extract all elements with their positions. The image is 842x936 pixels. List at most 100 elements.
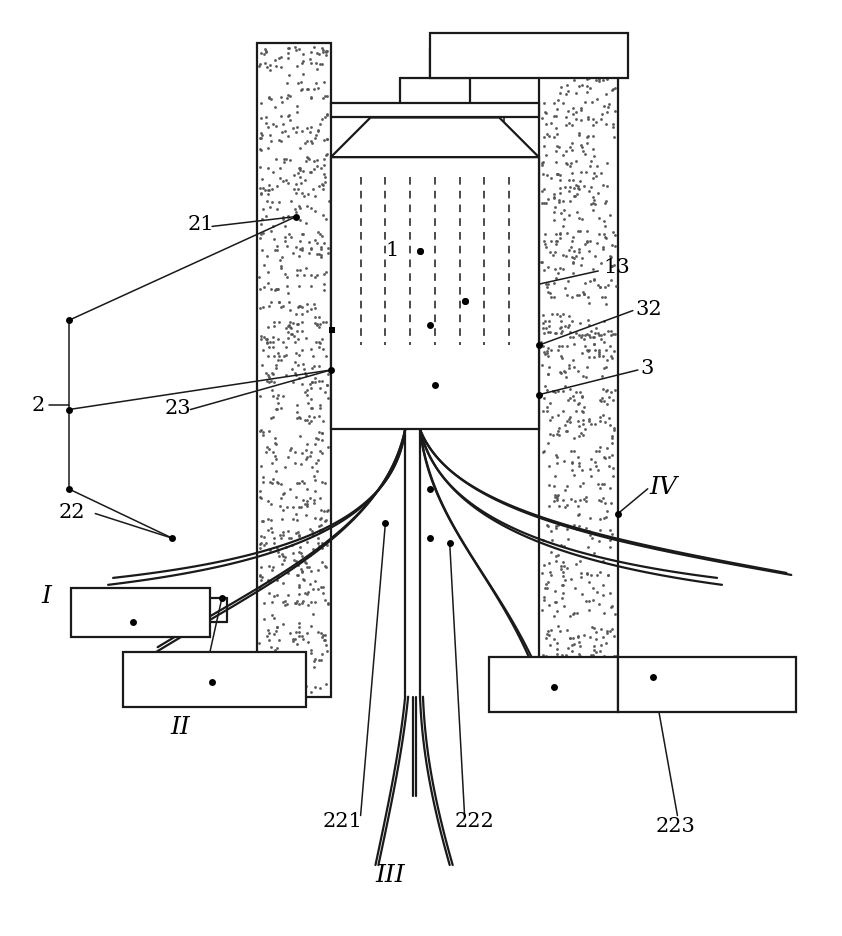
- Point: [265, 196, 279, 211]
- Point: [253, 424, 267, 439]
- Point: [266, 367, 280, 382]
- Point: [312, 409, 325, 424]
- Point: [556, 586, 569, 601]
- Point: [271, 396, 285, 411]
- Point: [536, 403, 550, 418]
- Point: [316, 342, 329, 357]
- Point: [279, 220, 292, 235]
- Point: [254, 132, 268, 147]
- Point: [280, 77, 294, 92]
- Point: [298, 554, 312, 569]
- Point: [268, 243, 281, 258]
- Point: [260, 335, 274, 350]
- Point: [566, 631, 579, 646]
- Text: 21: 21: [187, 214, 214, 234]
- Point: [541, 192, 555, 207]
- Point: [558, 181, 572, 196]
- Point: [537, 345, 551, 360]
- Point: [261, 187, 274, 202]
- Point: [605, 600, 618, 615]
- Point: [606, 82, 620, 97]
- Point: [265, 456, 279, 471]
- Point: [582, 414, 595, 429]
- Point: [560, 415, 573, 430]
- Point: [558, 379, 572, 394]
- Point: [275, 557, 289, 572]
- Bar: [430, 35, 628, 79]
- Point: [600, 441, 614, 456]
- Point: [573, 553, 587, 568]
- Point: [317, 152, 330, 167]
- Point: [290, 269, 304, 284]
- Point: [600, 685, 613, 700]
- Point: [583, 343, 596, 358]
- Point: [541, 661, 555, 676]
- Point: [562, 413, 576, 428]
- Point: [537, 96, 551, 111]
- Point: [567, 431, 580, 446]
- Point: [320, 513, 333, 528]
- Point: [317, 504, 331, 519]
- Bar: [72, 588, 210, 637]
- Point: [303, 377, 317, 392]
- Point: [597, 314, 610, 329]
- Point: [306, 460, 319, 475]
- Point: [290, 60, 303, 75]
- Point: [591, 278, 605, 293]
- Point: [264, 225, 278, 240]
- Point: [272, 133, 285, 148]
- Point: [299, 452, 312, 467]
- Point: [600, 398, 614, 413]
- Point: [267, 375, 280, 390]
- Point: [299, 173, 312, 188]
- Point: [311, 63, 324, 78]
- Text: 23: 23: [164, 399, 191, 417]
- Point: [605, 238, 619, 253]
- Point: [605, 259, 618, 274]
- Point: [584, 568, 597, 583]
- Point: [608, 81, 621, 96]
- Point: [307, 660, 321, 675]
- Polygon shape: [331, 118, 539, 158]
- Point: [306, 183, 320, 197]
- Point: [281, 286, 295, 301]
- Point: [317, 183, 330, 197]
- Point: [269, 391, 283, 406]
- Point: [291, 670, 305, 685]
- Point: [574, 165, 588, 180]
- Point: [601, 567, 615, 582]
- Point: [575, 346, 589, 361]
- Point: [295, 176, 308, 191]
- Point: [305, 642, 318, 657]
- Point: [541, 436, 555, 451]
- Point: [305, 56, 318, 71]
- Point: [597, 450, 610, 465]
- Point: [539, 321, 552, 336]
- Point: [317, 536, 330, 551]
- Point: [321, 378, 334, 393]
- Point: [308, 205, 322, 220]
- Point: [598, 214, 611, 229]
- Point: [291, 525, 305, 540]
- Point: [319, 48, 333, 63]
- Point: [302, 235, 316, 250]
- Point: [557, 364, 571, 379]
- Point: [257, 258, 270, 273]
- Point: [301, 134, 314, 149]
- Point: [306, 402, 319, 417]
- Text: 22: 22: [59, 503, 85, 521]
- Point: [561, 498, 574, 513]
- Point: [546, 609, 560, 624]
- Point: [589, 456, 602, 471]
- Point: [567, 58, 580, 73]
- Point: [293, 170, 306, 185]
- Point: [536, 156, 549, 171]
- Point: [260, 61, 274, 76]
- Point: [536, 47, 550, 62]
- Point: [255, 212, 269, 227]
- Point: [290, 593, 303, 608]
- Point: [578, 371, 592, 386]
- Point: [578, 340, 592, 355]
- Point: [286, 375, 300, 390]
- Point: [560, 157, 573, 172]
